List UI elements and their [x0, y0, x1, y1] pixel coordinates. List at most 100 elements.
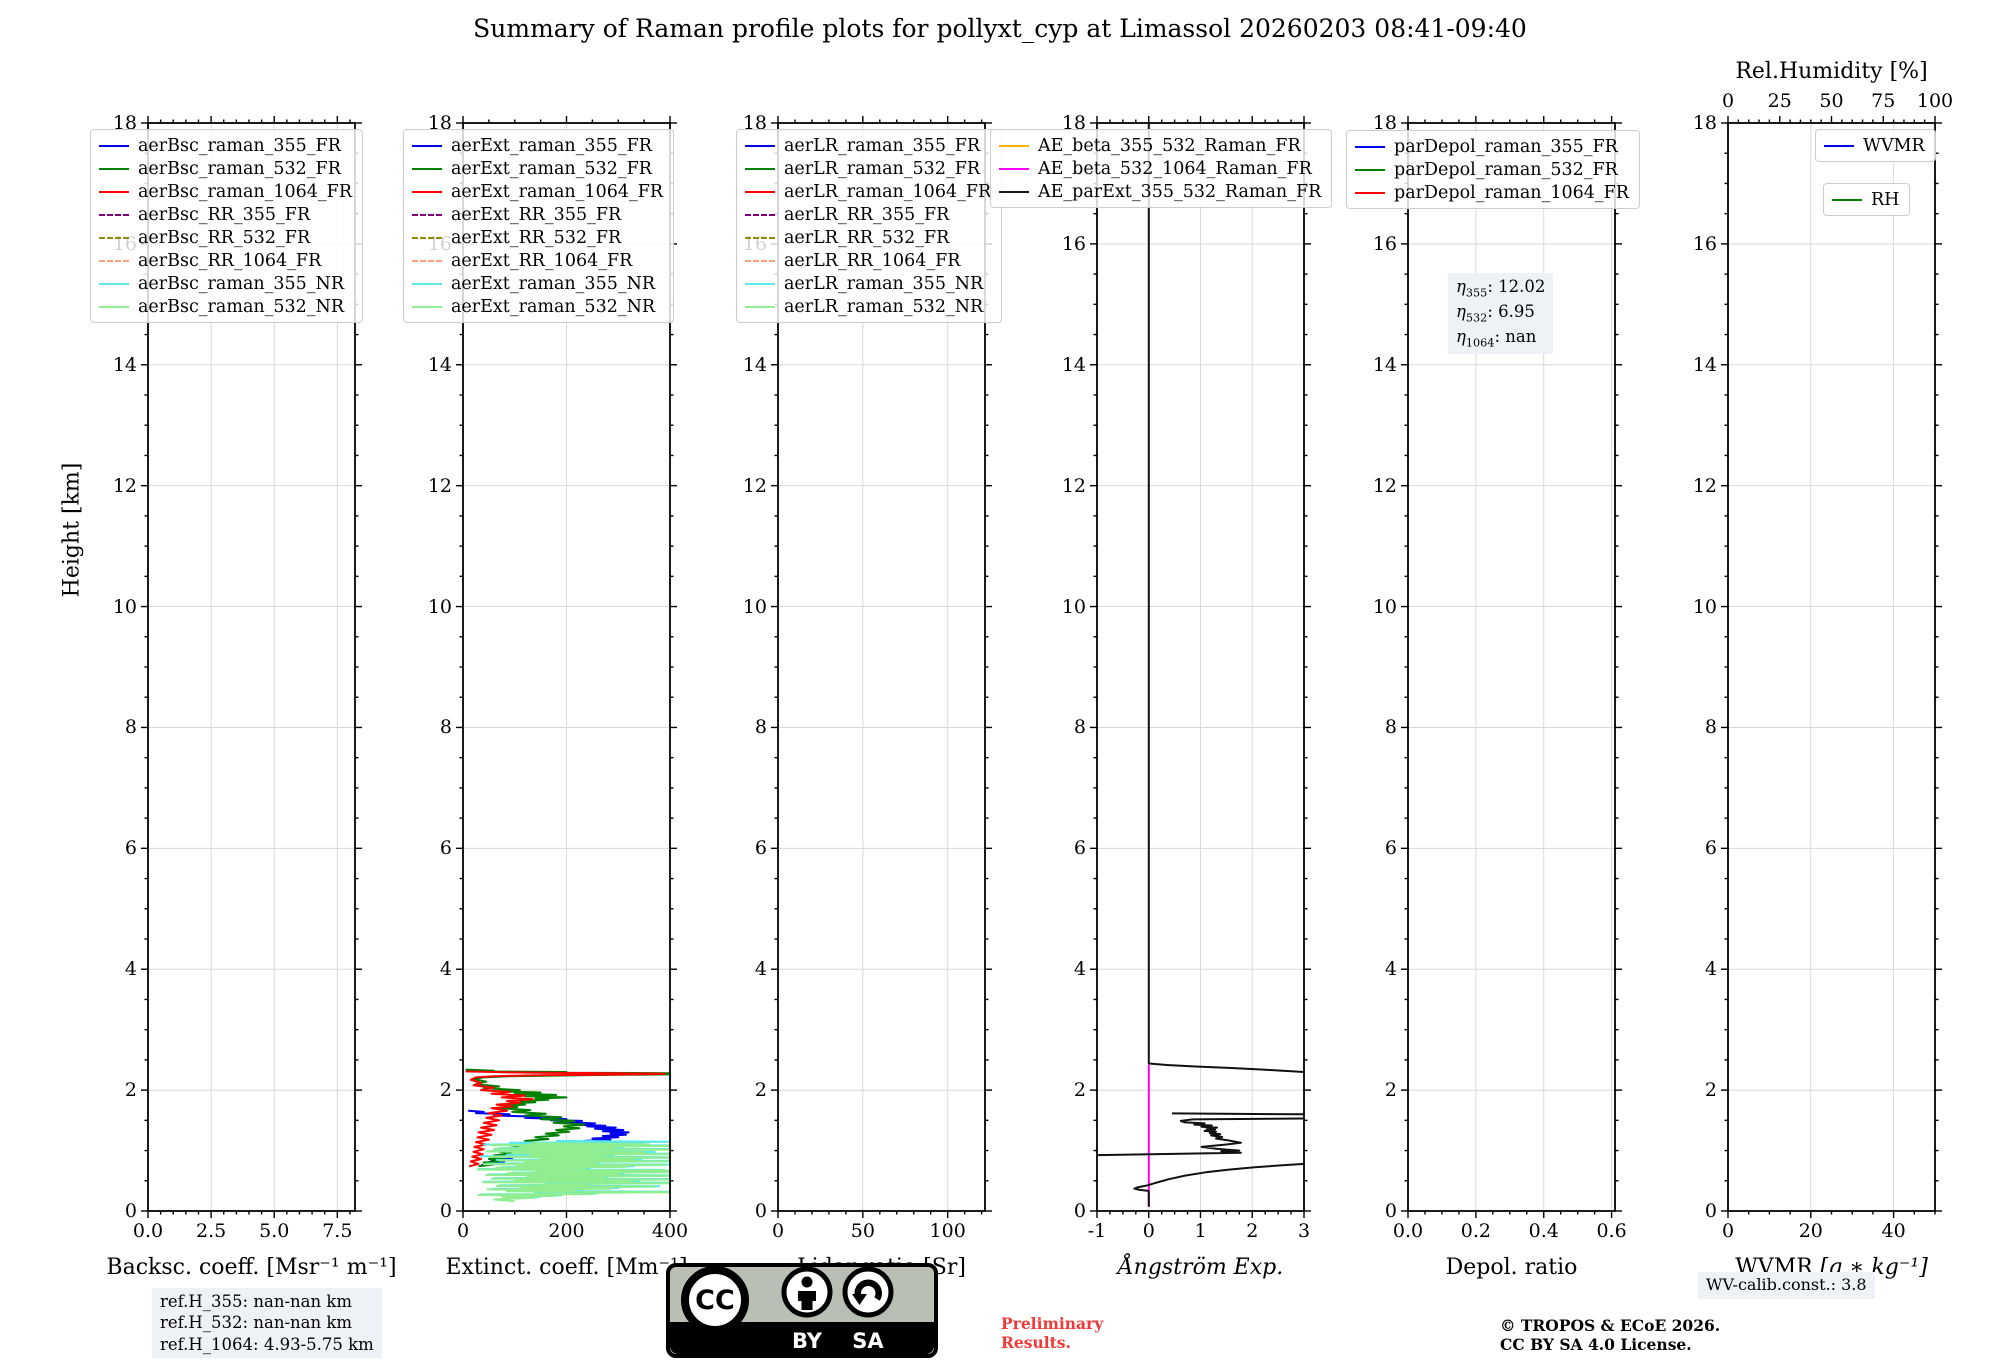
legend-item: aerExt_RR_1064_FR	[412, 249, 663, 272]
cc-license-badge: CC BY SA	[666, 1263, 938, 1358]
cc-badge-graphic: CC BY SA	[666, 1263, 938, 1358]
x-tick-label: 0	[1142, 1220, 1155, 1242]
legend-label: aerExt_raman_1064_FR	[451, 181, 664, 202]
series-aerExt_raman_1064_FR	[465, 1070, 666, 1168]
x-tick-label: 0.0	[1392, 1220, 1424, 1242]
y-tick-label: 12	[112, 474, 137, 497]
legend-label: aerExt_RR_532_FR	[451, 227, 622, 248]
rh-top-tick-label: 50	[1819, 90, 1844, 112]
legend-label: aerLR_RR_1064_FR	[784, 250, 961, 271]
legend-label: aerLR_raman_355_FR	[784, 135, 981, 156]
svg-text:CC: CC	[695, 1285, 735, 1316]
legend-line-sample	[99, 282, 129, 285]
legend-line-sample	[999, 190, 1029, 193]
legend-line-sample	[412, 259, 442, 262]
y-tick-label: 10	[1061, 595, 1086, 618]
legend-item: aerExt_raman_1064_FR	[412, 180, 663, 203]
legend-item: AE_beta_355_532_Raman_FR	[999, 134, 1321, 157]
y-tick-label: 6	[1384, 837, 1397, 860]
refh-line: ref.H_532: nan-nan km	[160, 1313, 352, 1333]
legend-backscatter: aerBsc_raman_355_FR aerBsc_raman_532_FR ae…	[90, 129, 363, 323]
x-tick-label: 1	[1194, 1220, 1207, 1242]
y-tick-label: 18	[427, 112, 452, 134]
y-tick-label: 18	[1372, 112, 1397, 134]
legend-label: parDepol_raman_1064_FR	[1394, 182, 1629, 203]
legend-line-sample	[99, 236, 129, 239]
plot-panel-lidar-ratio: 024681012141618050100Lidar ratio [Sr]aer…	[736, 112, 1003, 1280]
y-tick-label: 0	[754, 1200, 767, 1222]
legend-line-sample	[999, 144, 1029, 147]
copyright-line1: © TROPOS & ECoE 2026.	[1500, 1316, 1721, 1335]
legend-label: aerBsc_raman_532_FR	[138, 158, 341, 179]
legend-line-sample	[1355, 191, 1385, 194]
eta-subscript: 1064	[1465, 336, 1495, 350]
y-tick-label: 14	[112, 353, 137, 376]
legend-line-sample	[1355, 145, 1385, 148]
preliminary-line1: Preliminary	[1001, 1314, 1104, 1333]
legend-label: WVMR	[1863, 135, 1925, 156]
legend-label: aerLR_raman_532_NR	[784, 296, 984, 317]
x-axis-label-angstroem: Ångström Exp.	[1117, 1255, 1284, 1280]
legend-label: aerExt_RR_1064_FR	[451, 250, 633, 271]
y-tick-label: 14	[742, 353, 767, 376]
x-tick-label: 0	[456, 1220, 470, 1242]
legend-line-sample	[999, 167, 1029, 170]
y-tick-label: 16	[1692, 232, 1717, 255]
legend-item: aerExt_raman_532_NR	[412, 295, 663, 318]
plot-panel-wvmr: 0 25 50 75 100 Rel.Humidity [%] 0 2 4 6 8 10 12 14 16 1…	[1693, 59, 1953, 1280]
legend-label: aerLR_RR_532_FR	[784, 227, 950, 248]
x-tick-label: 200	[548, 1220, 585, 1242]
y-tick-label: 8	[1384, 716, 1397, 739]
y-tick-label: 18	[1692, 112, 1717, 134]
legend-wvmr: WVMR	[1815, 129, 1936, 162]
y-tick-label: 0	[124, 1200, 137, 1222]
legend-label: AE_beta_532_1064_Raman_FR	[1038, 158, 1312, 179]
legend-line-sample	[412, 282, 442, 285]
legend-line-sample	[412, 190, 442, 193]
series-AE_parExt_355_532_Raman_FR	[1133, 1162, 1304, 1207]
eta-symbol: η	[1456, 277, 1466, 296]
legend-label: aerExt_raman_355_NR	[451, 273, 656, 294]
legend-line-sample	[99, 213, 129, 216]
legend-label: AE_beta_355_532_Raman_FR	[1038, 135, 1301, 156]
x-tick-label: 2	[1246, 1220, 1259, 1242]
y-tick-label: 10	[1372, 595, 1397, 618]
y-tick-label: 8	[439, 716, 452, 739]
y-tick-label: 4	[439, 958, 452, 981]
y-tick-label: 10	[427, 595, 452, 618]
plot-panel-extinction: 0246810121416180200400Extinct. coeff. [M…	[403, 112, 688, 1280]
refh-line: ref.H_355: nan-nan km	[160, 1292, 352, 1311]
y-tick-label: 12	[1372, 474, 1397, 497]
plot-panel-angstroem: 0 2 4 6 8 10 12 14 16 18 -1 0 1 2 3 Ångström Exp. AE_bet…	[990, 112, 1333, 1280]
x-tick-label: 40	[1881, 1220, 1906, 1242]
y-tick-label: 2	[754, 1079, 767, 1102]
legend-label: aerBsc_RR_532_FR	[138, 227, 311, 248]
legend-label: parDepol_raman_532_FR	[1394, 159, 1618, 180]
legend-line-sample	[412, 144, 442, 147]
legend-label: aerExt_raman_532_NR	[451, 296, 656, 317]
panel-canvas-angstroem	[1090, 116, 1311, 1218]
legend-line-sample	[99, 259, 129, 262]
y-tick-label: 4	[1384, 958, 1397, 981]
legend-label: aerExt_RR_355_FR	[451, 204, 622, 225]
eta-line: η1064: nan	[1456, 326, 1545, 351]
y-tick-label: 14	[1372, 353, 1397, 376]
y-tick-label: 2	[439, 1079, 452, 1102]
legend-item: aerLR_raman_355_NR	[745, 272, 991, 295]
legend-line-sample	[1832, 198, 1862, 201]
legend-line-sample	[745, 305, 775, 308]
legend-item: parDepol_raman_355_FR	[1355, 135, 1629, 158]
y-tick-label: 4	[754, 958, 767, 981]
eta-annotation: η355: 12.02 η532: 6.95 η1064: nan	[1448, 273, 1554, 354]
series-aerExt_raman_532_NR	[476, 1142, 670, 1203]
x-tick-label: 7.5	[322, 1220, 353, 1242]
svg-text:SA: SA	[852, 1329, 884, 1353]
legend-label: aerBsc_raman_1064_FR	[138, 181, 352, 202]
legend-line-sample	[745, 213, 775, 216]
rh-top-axis-label: Rel.Humidity [%]	[1735, 59, 1928, 84]
eta-symbol: η	[1456, 301, 1466, 321]
panel-canvas-wvmr	[1721, 116, 1942, 1218]
series-AE_parExt_355_532_Raman_FR	[1147, 123, 1304, 1073]
y-tick-label: 4	[1073, 958, 1086, 981]
